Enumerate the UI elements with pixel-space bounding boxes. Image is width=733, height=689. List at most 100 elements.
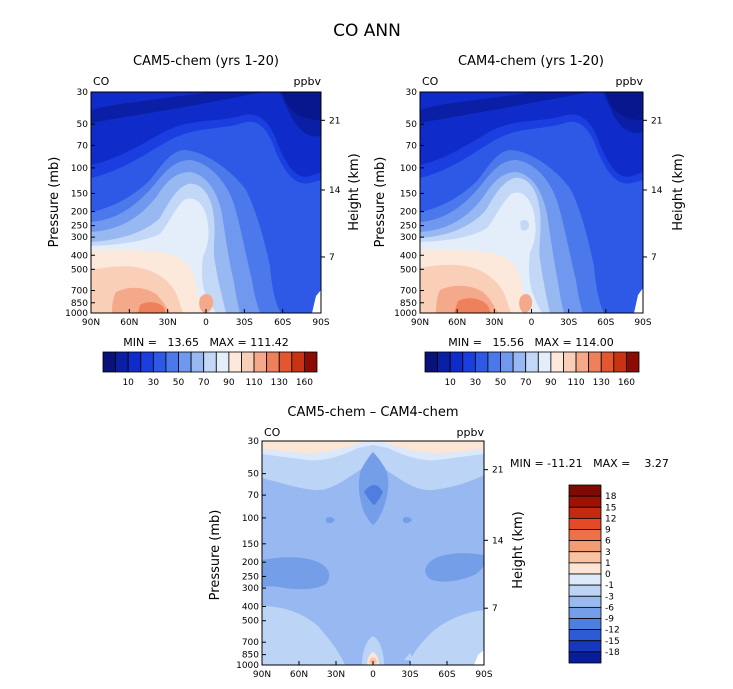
colorbar-label: -3: [605, 592, 614, 602]
colorbar-box: [152, 351, 167, 373]
colorbar-box: [537, 351, 552, 373]
x-tick-label: 30S: [236, 318, 253, 328]
y-tick-label: 850: [400, 299, 417, 309]
colorbar-label: 70: [520, 378, 532, 388]
x-tick-label: 30S: [401, 670, 418, 680]
y-tick-label: 300: [242, 584, 259, 594]
colorbar-label: 90: [223, 378, 235, 388]
y-axis-label: Pressure (mb): [373, 157, 388, 248]
x-tick-label: 30N: [327, 670, 345, 680]
colorbar-box: [228, 351, 242, 373]
colorbar-label: 90: [545, 378, 557, 388]
colorbar-box: [568, 540, 602, 553]
height-tick-label: 21: [329, 116, 340, 126]
colorbar-label: 160: [618, 378, 635, 388]
y-tick-label: 70: [406, 141, 418, 151]
colorbar-box: [102, 351, 116, 373]
y-tick-label: 300: [71, 233, 88, 243]
colorbar-box: [127, 351, 142, 373]
x-ticks: 90N 60N 30N 0 30S 60S 90S: [411, 309, 652, 328]
y-tick-label: 250: [242, 572, 259, 582]
colorbar-box: [424, 351, 438, 373]
contour-field: [91, 92, 321, 313]
x-tick-label: 90N: [411, 318, 429, 328]
y-tick-label: 400: [400, 251, 417, 261]
height-tick-label: 7: [492, 604, 498, 614]
colorbar-box: [568, 573, 602, 586]
y-tick-label: 700: [242, 638, 259, 648]
colorbar-label: 10: [122, 378, 134, 388]
min-max-text: MIN = 15.56 MAX = 114.00: [448, 336, 613, 349]
colorbar-box: [215, 351, 230, 373]
colorbar-label: 18: [605, 492, 617, 502]
y-tick-label: 200: [71, 208, 88, 218]
colorbar: 10 30 50 70 90 110 130 160: [424, 351, 640, 388]
height-tick-label: 21: [492, 466, 503, 476]
colorbar-box: [525, 351, 539, 373]
colorbar-box: [568, 618, 602, 631]
colorbar-box: [568, 595, 602, 608]
y-tick-label: 100: [71, 164, 88, 174]
colorbar-label: -1: [605, 581, 614, 591]
y-tick-label: 400: [242, 602, 259, 612]
x-tick-label: 90S: [475, 670, 492, 680]
colorbar-box: [437, 351, 451, 373]
colorbar-box: [600, 351, 615, 373]
figure-title: CO ANN: [333, 21, 401, 41]
y-axis-label: Pressure (mb): [208, 510, 223, 601]
y-tick-label: 50: [77, 120, 89, 130]
x-tick-label: 0: [370, 670, 376, 680]
y-tick-label: 50: [406, 120, 418, 130]
colorbar-box: [474, 351, 489, 373]
colorbar-box: [626, 351, 640, 373]
colorbar-label: 30: [470, 378, 482, 388]
x-tick-label: 0: [203, 318, 209, 328]
y-tick-label: 1000: [394, 309, 417, 319]
colorbar-box: [568, 640, 602, 653]
colorbar-box: [568, 562, 602, 575]
y-tick-label: 850: [71, 299, 88, 309]
y-tick-label: 250: [400, 222, 417, 232]
min-max-text: MIN = -11.21 MAX = 3.27: [510, 457, 669, 470]
colorbar-box: [140, 351, 154, 373]
colorbar: 10 30 50 70 90 110 130 160: [102, 351, 318, 388]
colorbar-label: 30: [148, 378, 160, 388]
colorbar-label: -9: [605, 615, 614, 625]
x-tick-label: 60S: [597, 318, 614, 328]
colorbar-box: [165, 351, 179, 373]
x-tick-label: 30N: [159, 318, 177, 328]
colorbar-label: 50: [173, 378, 185, 388]
colorbar-box: [568, 651, 602, 664]
colorbar-box: [568, 484, 602, 497]
y-tick-label: 300: [400, 233, 417, 243]
colorbar-label: -18: [605, 648, 620, 658]
colorbar-box: [278, 351, 293, 373]
colorbar-box: [241, 351, 255, 373]
colorbar-label: 6: [605, 537, 611, 547]
colorbar-label: 12: [605, 514, 616, 524]
colorbar-label: 10: [444, 378, 456, 388]
panel-title: CAM5-chem (yrs 1-20): [133, 54, 279, 69]
height-tick-label: 21: [651, 116, 662, 126]
colorbar-box: [266, 351, 280, 373]
y-tick-label: 700: [400, 287, 417, 297]
min-max-text: MIN = 13.65 MAX = 111.42: [123, 336, 288, 349]
x-tick-label: 60S: [274, 318, 291, 328]
y-tick-label: 70: [248, 491, 260, 501]
colorbar-box: [568, 506, 602, 519]
y-tick-label: 100: [242, 514, 259, 524]
colorbar-box: [203, 351, 217, 373]
y-axis-label: Pressure (mb): [47, 157, 62, 248]
x-tick-label: 60N: [290, 670, 308, 680]
y-axis-label-right: Height (km): [671, 153, 686, 230]
left-corner-label: CO: [264, 426, 281, 439]
colorbar-label: 110: [567, 378, 584, 388]
right-corner-label: ppbv: [294, 75, 322, 88]
colorbar-box: [304, 351, 318, 373]
colorbar-box: [500, 351, 514, 373]
